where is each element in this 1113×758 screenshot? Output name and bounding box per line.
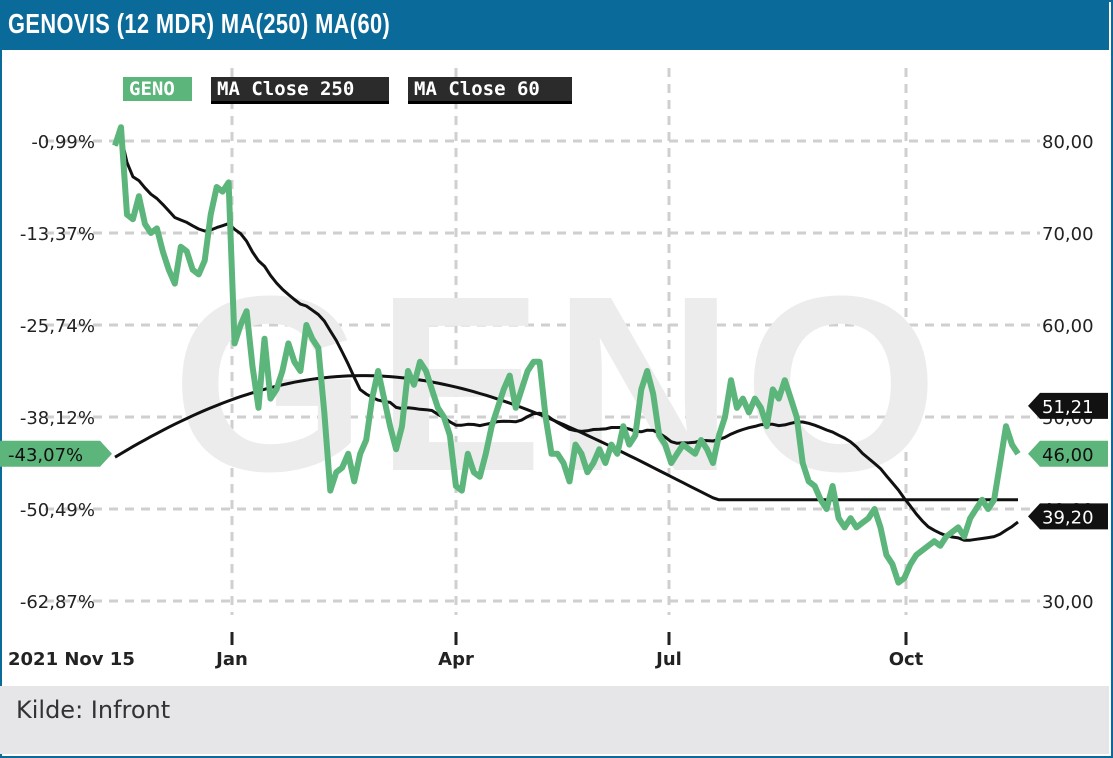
right-tick-label: 70,00 [1042,224,1094,245]
ma250-last-label-bg [1028,392,1108,419]
right-tick-label: 30,00 [1042,592,1094,613]
price-line [112,124,1021,586]
right-tick-label: 60,00 [1042,316,1094,337]
chart-title: GENOVIS (12 MDR) MA(250) MA(60) [8,8,391,39]
ma60-line [113,134,1019,542]
left-tick-label: -13,37% [20,224,95,245]
ma60-last-label: 39,20 [1042,507,1094,528]
ma250-line [114,374,1018,502]
source-label: Kilde: Infront [16,696,171,724]
x-tick-label: Jan [214,649,248,670]
x-tick-label: Jul [654,649,682,670]
legend-item-ma250[interactable]: MA Close 250 [211,77,389,104]
watermark-text: GENO [172,244,948,523]
x-tick-label: Oct [889,649,924,670]
ma250-last-label: 51,21 [1042,397,1094,418]
series-lines [112,124,1021,586]
price-last-label: 46,00 [1042,445,1094,466]
left-axis: -0,99% -13,37% -25,74% -38,12% -50,49% -62,87… [20,132,95,613]
left-tick-label: -50,49% [20,500,95,521]
legend-item-ma60[interactable]: MA Close 60 [408,77,572,104]
price-pct-label: -43,07% [8,445,83,466]
chart-footer: Kilde: Infront [0,686,1109,754]
price-last-label-bg [1028,440,1108,467]
left-tick-label: -38,12% [20,408,95,429]
x-axis: Jan Apr Jul Oct 2021 Nov 15 [8,632,924,670]
x-tick-label: Apr [438,649,474,670]
legend-item-geno[interactable]: GENO [123,77,192,101]
right-tick-label: 80,00 [1042,132,1094,153]
chart-header: GENOVIS (12 MDR) MA(250) MA(60) [0,0,1109,50]
end-markers: 51,21 46,00 39,20 -43,07% [0,392,1108,530]
chart-canvas: GENO Jan Apr Jul Oct 2021 Nov 15 -0,99% -13,3… [0,68,1108,670]
left-tick-label: -25,74% [20,316,95,337]
price-pct-label-bg [0,440,112,467]
left-tick-label: -0,99% [31,132,95,153]
x-start-label: 2021 Nov 15 [8,649,135,670]
ma60-last-label-bg [1028,503,1108,530]
left-tick-label: -62,87% [20,592,95,613]
